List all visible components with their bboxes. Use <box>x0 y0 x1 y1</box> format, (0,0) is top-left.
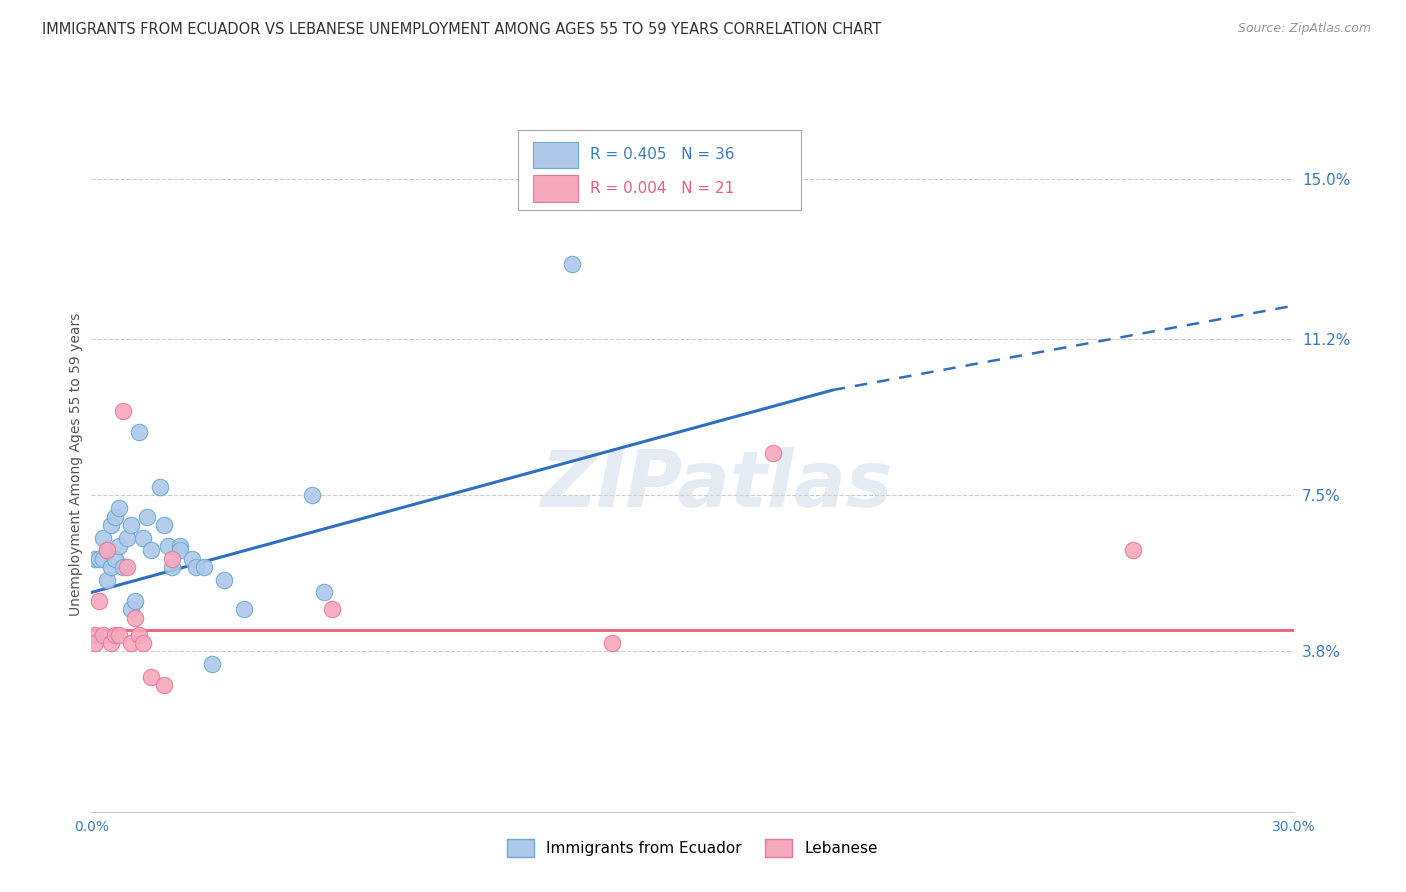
Point <box>762 446 785 460</box>
Point <box>180 551 202 566</box>
FancyBboxPatch shape <box>519 130 800 210</box>
Point <box>96 543 118 558</box>
Point <box>89 551 111 566</box>
Point <box>141 543 163 558</box>
Point <box>128 425 150 440</box>
Point <box>117 531 139 545</box>
Point <box>184 560 207 574</box>
Point <box>160 551 183 566</box>
Point <box>96 543 118 558</box>
Text: IMMIGRANTS FROM ECUADOR VS LEBANESE UNEMPLOYMENT AMONG AGES 55 TO 59 YEARS CORRE: IMMIGRANTS FROM ECUADOR VS LEBANESE UNEM… <box>42 22 882 37</box>
Point <box>312 585 335 599</box>
Point <box>93 551 115 566</box>
Point <box>121 602 143 616</box>
Point <box>321 602 343 616</box>
Point <box>93 531 115 545</box>
Point <box>124 594 146 608</box>
Point <box>124 611 146 625</box>
Point <box>100 518 122 533</box>
Point <box>84 636 107 650</box>
Point <box>156 539 179 553</box>
Point <box>112 560 135 574</box>
Point <box>108 627 131 641</box>
Y-axis label: Unemployment Among Ages 55 to 59 years: Unemployment Among Ages 55 to 59 years <box>69 312 83 615</box>
Point <box>121 636 143 650</box>
Point <box>160 560 183 574</box>
Point <box>1122 543 1144 558</box>
Point <box>104 509 127 524</box>
Point <box>128 627 150 641</box>
Point <box>232 602 254 616</box>
Point <box>212 573 235 587</box>
Point <box>100 636 122 650</box>
Point <box>132 531 155 545</box>
Point <box>104 551 127 566</box>
Point <box>169 543 191 558</box>
Point <box>84 627 107 641</box>
Point <box>152 518 174 533</box>
Point <box>301 488 323 502</box>
Text: Source: ZipAtlas.com: Source: ZipAtlas.com <box>1237 22 1371 36</box>
Text: R = 0.004   N = 21: R = 0.004 N = 21 <box>591 181 734 196</box>
Point <box>193 560 215 574</box>
Point <box>121 518 143 533</box>
Point <box>108 501 131 516</box>
Text: R = 0.405   N = 36: R = 0.405 N = 36 <box>591 147 735 162</box>
Point <box>152 678 174 692</box>
Legend: Immigrants from Ecuador, Lebanese: Immigrants from Ecuador, Lebanese <box>501 833 884 863</box>
Point <box>141 670 163 684</box>
Point <box>112 404 135 418</box>
FancyBboxPatch shape <box>533 175 578 202</box>
Point <box>169 539 191 553</box>
Point <box>96 573 118 587</box>
FancyBboxPatch shape <box>533 142 578 169</box>
Point <box>93 627 115 641</box>
Point <box>561 256 583 270</box>
Point <box>136 509 159 524</box>
Point <box>100 560 122 574</box>
Point <box>108 539 131 553</box>
Point <box>602 636 624 650</box>
Point <box>132 636 155 650</box>
Point <box>89 594 111 608</box>
Point <box>104 627 127 641</box>
Point <box>148 480 170 494</box>
Text: ZIPatlas: ZIPatlas <box>540 447 893 523</box>
Point <box>84 551 107 566</box>
Point <box>117 560 139 574</box>
Point <box>201 657 224 672</box>
